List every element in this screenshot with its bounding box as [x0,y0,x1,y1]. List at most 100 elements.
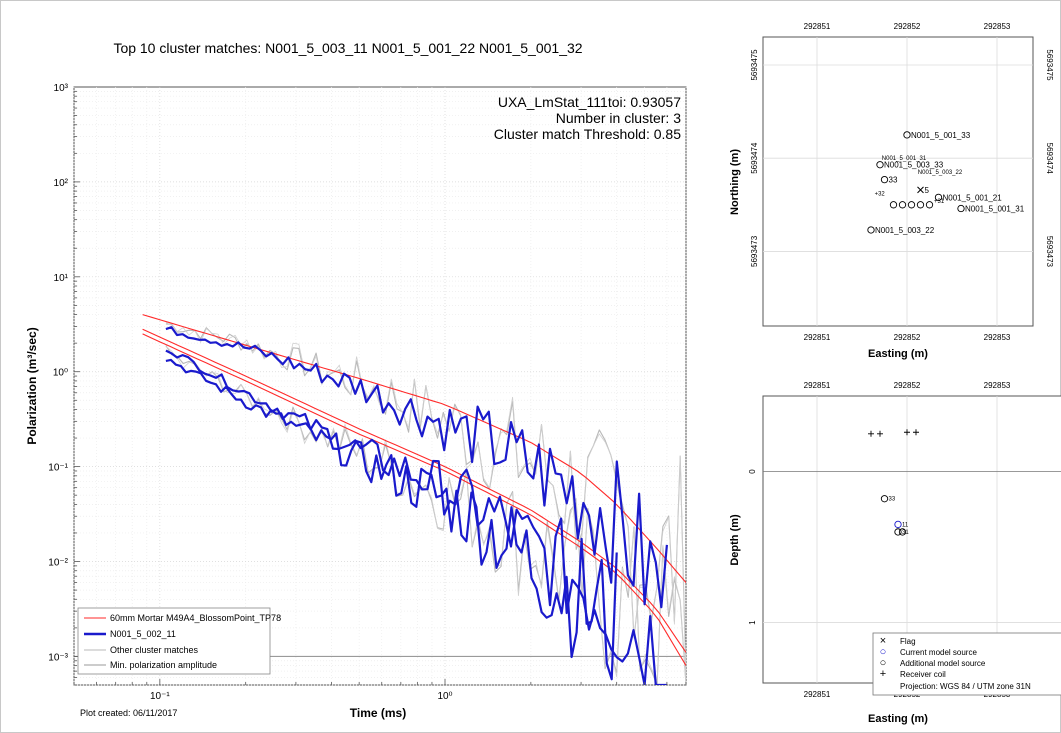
depth-source-point [894,520,902,529]
receiver-coil-mark [913,429,919,436]
polarization-chart: Top 10 cluster matches: N001_5_003_11 N0… [25,40,687,720]
map-source-point [903,131,911,139]
flag-icon: × [880,635,886,647]
x-tick-label: 10⁻¹ [150,691,170,702]
y-tick-label: 10⁻¹ [48,463,68,474]
map-point-label: N001_5_001_21 [943,193,1003,202]
series-line-6-echo [165,322,686,677]
depth-y-tick-label-left: 0 [748,469,757,474]
depth-y-axis-label: Depth (m) [729,514,741,566]
map-flag-mark [917,186,924,194]
x-axis-label: Time (ms) [350,706,406,720]
map-y-tick-label-left: 5693474 [750,142,759,174]
map-points: N001_5_001_33 N001_5_003_33 33 N001_5_001_2… [867,131,1025,235]
map-source-point [934,193,943,201]
tick-labels: 10⁻¹ 10⁰ 10³ 10² 10¹ 10⁰ 10⁻¹ 10⁻² 10⁻³ [48,83,687,702]
depth-x-tick-label-top: 292851 [804,381,831,390]
current-source-icon: ○ [880,646,887,658]
map-grid [763,37,1033,326]
legend: 60mm Mortar M49A4_BlossomPoint_TP78 N001… [77,607,281,675]
map-x-tick-label-top: 292852 [894,22,921,31]
map-receiver-label: N001_5_001_31 [882,156,927,162]
map-point-label: N001_5_001_31 [965,205,1025,214]
depth-x-tick-label-top: 292853 [984,381,1011,390]
x-tick-label: 10⁰ [437,691,452,702]
map-source-point [898,201,907,209]
legend-label-other: Other cluster matches [110,645,199,655]
map-x-axis-label: Easting (m) [868,348,928,360]
y-axis-label: Polarization (m³/sec) [25,327,39,444]
map-y-tick-label-right: 5693473 [1045,236,1054,268]
legend-box [77,607,271,675]
series-line-0 [142,314,686,583]
receiver-coil-mark [868,430,874,437]
map-point-label: N001_5_003_22 [875,226,935,235]
depth-source-point [894,528,902,536]
y-tick-label: 10⁻² [48,558,68,569]
map-source-point [889,201,898,209]
map-point-label: 5 [925,186,930,195]
depth-point-label: 11 [902,522,909,528]
series-line-5 [165,358,618,681]
depth-x-axis-label: Easting (m) [868,713,928,725]
map-point-label: 33 [889,176,898,185]
legend-label-target: N001_5_002_11 [110,629,176,639]
depth-y-tick-label-left: 1 [748,620,757,625]
map-source-point [925,201,934,209]
depth-source-point [898,528,907,536]
depth-source-point [880,495,889,503]
depth-x-tick-label-bottom: 292851 [804,690,831,699]
legend-label-min: Min. polarization amplitude [110,660,217,670]
stat-line-3: Cluster match Threshold: 0.85 [494,126,681,142]
depth-legend: × Flag ○ Current model source ○ Addition… [872,632,1061,696]
map-x-tick-label-bottom: 292853 [984,333,1011,342]
map-receiver-label: +31 [934,199,945,205]
map-receiver-label: +32 [875,191,886,197]
legend-current-source: Current model source [900,648,977,657]
legend-additional-source: Additional model source [900,659,986,668]
map-y-tick-label-right: 5693475 [1045,49,1054,81]
series-line-2 [142,333,686,666]
map-x-tick-label-top: 292853 [984,22,1011,31]
series-line-4 [165,349,667,685]
y-tick-label: 10¹ [54,273,69,284]
map-tick-labels: 292851 292851 292852 292852 292853 292853 5693… [750,22,1054,342]
map-source-point [867,226,875,234]
y-tick-label: 10² [54,178,69,189]
map-y-tick-label-left: 5693473 [750,235,759,267]
location-map: 292851 292851 292852 292852 292853 292853 5693… [729,22,1054,360]
map-point-label: N001_5_003_33 [884,161,944,170]
plot-created-note: Plot created: 06/11/2017 [80,708,177,718]
receiver-coil-mark [877,430,883,437]
receiver-coil-icon: + [880,668,886,680]
depth-x-tick-label-top: 292852 [894,381,921,390]
legend-label-mortar: 60mm Mortar M49A4_BlossomPoint_TP78 [110,613,281,623]
depth-section: 2928512928512928522928522928532928530011… [729,381,1061,725]
map-x-tick-label-bottom: 292852 [894,333,921,342]
map-y-axis-label: Northing (m) [729,149,741,215]
map-source-point [907,201,916,209]
map-x-tick-label-top: 292851 [804,22,831,31]
legend-receiver-coil: Receiver coil [900,670,946,679]
map-source-point [876,161,884,169]
legend-flag: Flag [900,637,916,646]
depth-point-label: 33 [889,497,896,503]
stat-line-1: UXA_LmStat_111toi: 0.93057 [498,94,681,110]
chart-title: Top 10 cluster matches: N001_5_003_11 N0… [113,40,582,56]
depth-legend-box [872,632,1061,696]
additional-source-icon: ○ [880,657,887,669]
y-tick-label: 10⁻³ [48,652,68,663]
map-source-point [880,175,889,184]
series-line-3 [165,326,668,609]
projection-note: Projection: WGS 84 / UTM zone 31N [900,682,1031,691]
map-y-tick-label-left: 5693475 [750,49,759,81]
map-receiver-label: N001_5_003_22 [918,170,963,176]
map-y-tick-label-right: 5693474 [1045,143,1054,175]
map-source-point [916,201,925,209]
plot-area [73,86,687,686]
map-area [762,36,1034,327]
receiver-coil-mark [904,429,910,436]
y-tick-label: 10⁰ [53,368,68,379]
